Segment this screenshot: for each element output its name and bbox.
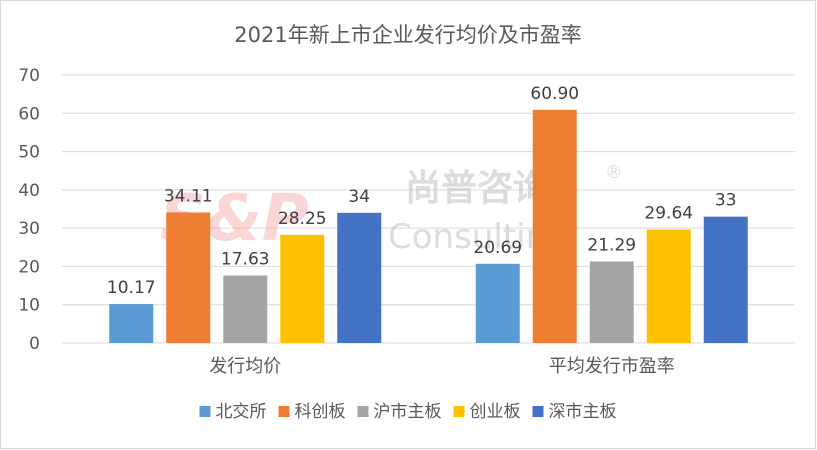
bar (646, 229, 691, 343)
data-label: 21.29 (587, 235, 636, 255)
legend-label: 深市主板 (549, 402, 617, 422)
data-labels: 10.17 34.11 17.63 28.25 34 20.69 60.90 21.29 29.… (107, 84, 737, 298)
legend-swatch (453, 406, 465, 417)
bars (109, 109, 748, 343)
data-label: 34 (348, 187, 370, 207)
legend-swatch (278, 406, 290, 417)
bar (475, 263, 520, 343)
y-tick-label: 70 (18, 66, 40, 86)
category-label: 平均发行市盈率 (549, 356, 675, 377)
category-label: 发行均价 (209, 356, 281, 377)
legend-swatch (532, 406, 544, 417)
data-label: 29.64 (644, 204, 693, 224)
y-tick-label: 10 (18, 296, 40, 316)
bar (337, 212, 382, 343)
watermark-cn: 尚普咨询 (405, 168, 549, 209)
legend: 北交所 科创板 沪市主板 创业板 深市主板 (199, 402, 617, 422)
bar (703, 216, 748, 343)
y-tick-label: 50 (18, 143, 40, 163)
y-tick-label: 30 (18, 219, 40, 239)
data-label: 17.63 (221, 250, 270, 270)
legend-label: 北交所 (216, 402, 267, 422)
bar (532, 109, 577, 343)
y-tick-label: 20 (18, 257, 40, 277)
legend-label: 创业板 (470, 402, 521, 422)
data-label: 20.69 (473, 238, 522, 258)
y-tick-label: 40 (18, 181, 40, 201)
chart-title: 2021年新上市企业发行均价及市盈率 (234, 23, 581, 47)
legend-swatch (199, 406, 211, 417)
y-axis-ticks: 0 10 20 30 40 50 60 70 (18, 66, 40, 354)
data-label: 34.11 (164, 186, 213, 206)
bar (223, 275, 268, 343)
category-labels: 发行均价 平均发行市盈率 (209, 356, 675, 377)
data-label: 28.25 (278, 209, 327, 229)
legend-label: 沪市主板 (374, 402, 442, 422)
bar (589, 261, 634, 343)
data-label: 33 (715, 191, 737, 211)
bar (280, 234, 325, 343)
legend-label: 科创板 (295, 402, 346, 422)
bar (166, 212, 211, 343)
y-tick-label: 60 (18, 104, 40, 124)
y-tick-label: 0 (29, 334, 40, 354)
bar (109, 304, 154, 343)
watermark-registered-mark: ® (605, 162, 623, 183)
legend-swatch (357, 406, 369, 417)
data-label: 10.17 (107, 278, 156, 298)
data-label: 60.90 (530, 84, 579, 104)
